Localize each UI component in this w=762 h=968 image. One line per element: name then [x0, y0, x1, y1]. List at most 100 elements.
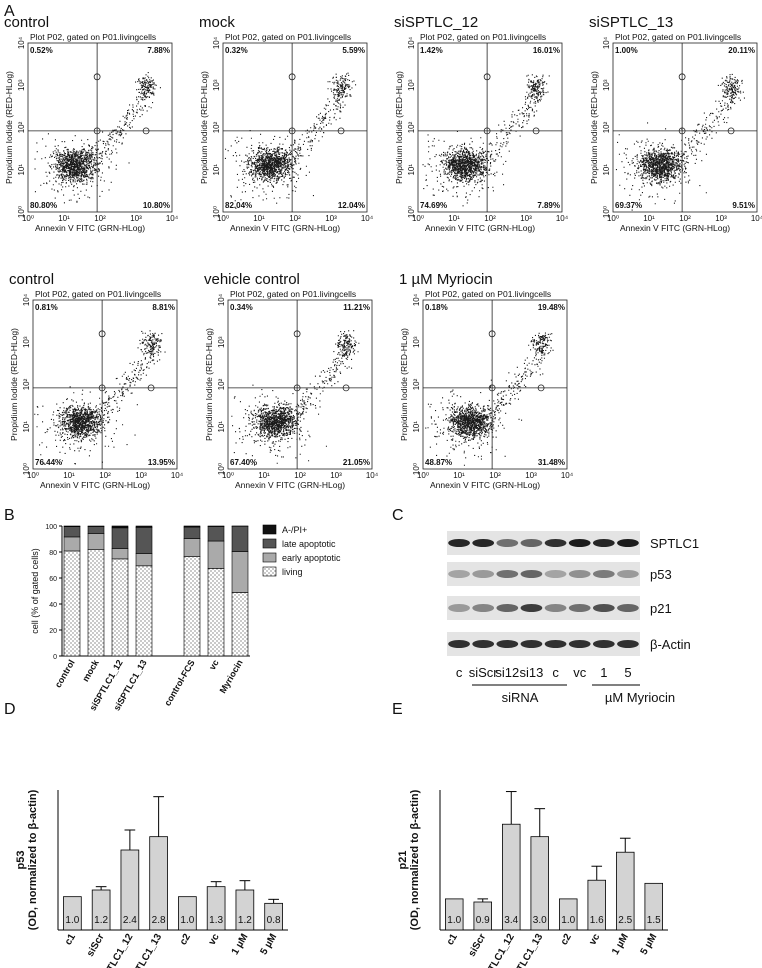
- legend-swatch: [262, 566, 277, 577]
- x-tick-label: 10⁰: [22, 214, 34, 223]
- x-tick-label: vc: [207, 658, 221, 672]
- x-tick-label: 1 µM: [610, 932, 631, 957]
- y-tick-label: 10⁰: [602, 206, 611, 218]
- blot-band: [520, 640, 543, 648]
- x-tick-label: siScr: [85, 932, 107, 959]
- quadrant-percent: 0.52%: [30, 46, 53, 55]
- lane-label: c: [456, 665, 463, 680]
- y-tick-label: 10³: [22, 336, 31, 348]
- y-tick-label: 10¹: [407, 164, 416, 176]
- plot-title: siSPTLC_13: [589, 14, 673, 31]
- blot-band: [617, 539, 639, 547]
- gate-handle: [537, 384, 545, 392]
- blot-band: [472, 539, 495, 547]
- blot-band: [496, 570, 519, 578]
- quadrant-percent: 76.44%: [35, 458, 62, 467]
- blot-row-label: β-Actin: [650, 637, 691, 652]
- gate-handle: [288, 127, 296, 135]
- blot-band: [544, 604, 567, 612]
- y-tick-label: 10³: [412, 336, 421, 348]
- gate-handle: [98, 384, 106, 392]
- y-tick-label: 10⁰: [407, 206, 416, 218]
- y-tick-label: 10²: [217, 378, 226, 390]
- y-tick-label: 10⁰: [22, 463, 31, 475]
- x-axis-label: Annexin V FITC (GRN-HLog): [425, 223, 535, 233]
- x-tick-label: control: [53, 658, 77, 689]
- bar: [445, 898, 464, 931]
- bar-segment: [87, 526, 105, 534]
- blot-band: [617, 570, 639, 578]
- gate-handle: [93, 73, 101, 81]
- quadrant-percent: 5.59%: [342, 46, 365, 55]
- plot-subtitle: Plot P02, gated on P01.livingcells: [615, 32, 741, 42]
- y-tick-label: 100: [45, 524, 57, 531]
- blot-band: [448, 604, 470, 612]
- group-label: µM Myriocin: [605, 690, 675, 705]
- y-tick-label: 10³: [602, 79, 611, 91]
- quadrant-percent: 16.01%: [533, 46, 560, 55]
- x-tick-label: 10¹: [453, 471, 465, 480]
- y-tick-label: 0: [53, 654, 57, 661]
- x-tick-label: 10²: [294, 471, 306, 480]
- bar-segment: [87, 533, 105, 550]
- gate-handle: [93, 127, 101, 135]
- y-tick-label: 10⁴: [412, 293, 421, 306]
- gate-handle: [678, 73, 686, 81]
- blot-band: [592, 539, 615, 547]
- blot-band: [448, 570, 470, 578]
- bar-segment: [111, 548, 129, 560]
- plot-frame: [27, 42, 173, 213]
- plot-title: vehicle control: [204, 271, 300, 288]
- event-cloud: [425, 332, 554, 466]
- value-label: 1.6: [590, 915, 604, 926]
- x-tick-label: vc: [587, 932, 602, 948]
- bar: [63, 896, 82, 931]
- quadrant-percent: 48.87%: [425, 458, 452, 467]
- x-tick-label: 10³: [520, 214, 532, 223]
- bar: [644, 882, 663, 931]
- bar-segment: [207, 526, 225, 542]
- quadrant-percent: 9.51%: [732, 201, 755, 210]
- bar-segment: [207, 568, 225, 657]
- blot-band: [520, 570, 543, 578]
- blot-band: [472, 604, 495, 612]
- quadrant-percent: 7.88%: [147, 46, 170, 55]
- y-tick-label: 10³: [407, 79, 416, 91]
- quadrant-percent: 21.05%: [343, 458, 370, 467]
- blot-band: [448, 640, 470, 648]
- bar-segment: [183, 525, 201, 528]
- quadrant-percent: 0.18%: [425, 303, 448, 312]
- bar-segment: [63, 536, 81, 552]
- x-tick-label: control-FCS: [162, 658, 196, 708]
- value-label: 2.5: [618, 915, 632, 926]
- y-tick-label: 10⁰: [217, 463, 226, 475]
- blot-band: [544, 570, 567, 578]
- lane-label: si12: [495, 665, 519, 680]
- gate-handle: [293, 330, 301, 338]
- panel-label: D: [4, 701, 16, 718]
- y-tick-label: 10³: [17, 79, 26, 91]
- x-tick-label: 10⁴: [171, 471, 184, 480]
- plot-frame: [422, 299, 568, 470]
- x-tick-label: vc: [207, 932, 222, 948]
- blot-band: [448, 539, 470, 547]
- quadrant-percent: 11.21%: [343, 303, 370, 312]
- x-tick-label: 10⁰: [217, 214, 229, 223]
- y-tick-label: 10¹: [22, 421, 31, 433]
- quadrant-percent: 31.48%: [538, 458, 565, 467]
- y-tick-label: 60: [49, 576, 57, 583]
- y-axis-label: Propidium Iodide (RED-HLog): [199, 71, 209, 184]
- quadrant-percent: 0.34%: [230, 303, 253, 312]
- plot-subtitle: Plot P02, gated on P01.livingcells: [425, 289, 551, 299]
- plot-frame: [32, 299, 178, 470]
- x-tick-label: 10¹: [448, 214, 460, 223]
- quadrant-percent: 20.11%: [728, 46, 755, 55]
- quadrant-percent: 19.48%: [538, 303, 565, 312]
- y-tick-label: 40: [49, 602, 57, 609]
- bar-segment: [183, 556, 201, 657]
- value-label: 0.9: [476, 915, 490, 926]
- y-axis-label: Propidium Iodide (RED-HLog): [9, 328, 19, 441]
- x-tick-label: 10⁰: [417, 471, 429, 480]
- y-axis-label: p53: [15, 851, 27, 870]
- panel-label: E: [392, 701, 403, 718]
